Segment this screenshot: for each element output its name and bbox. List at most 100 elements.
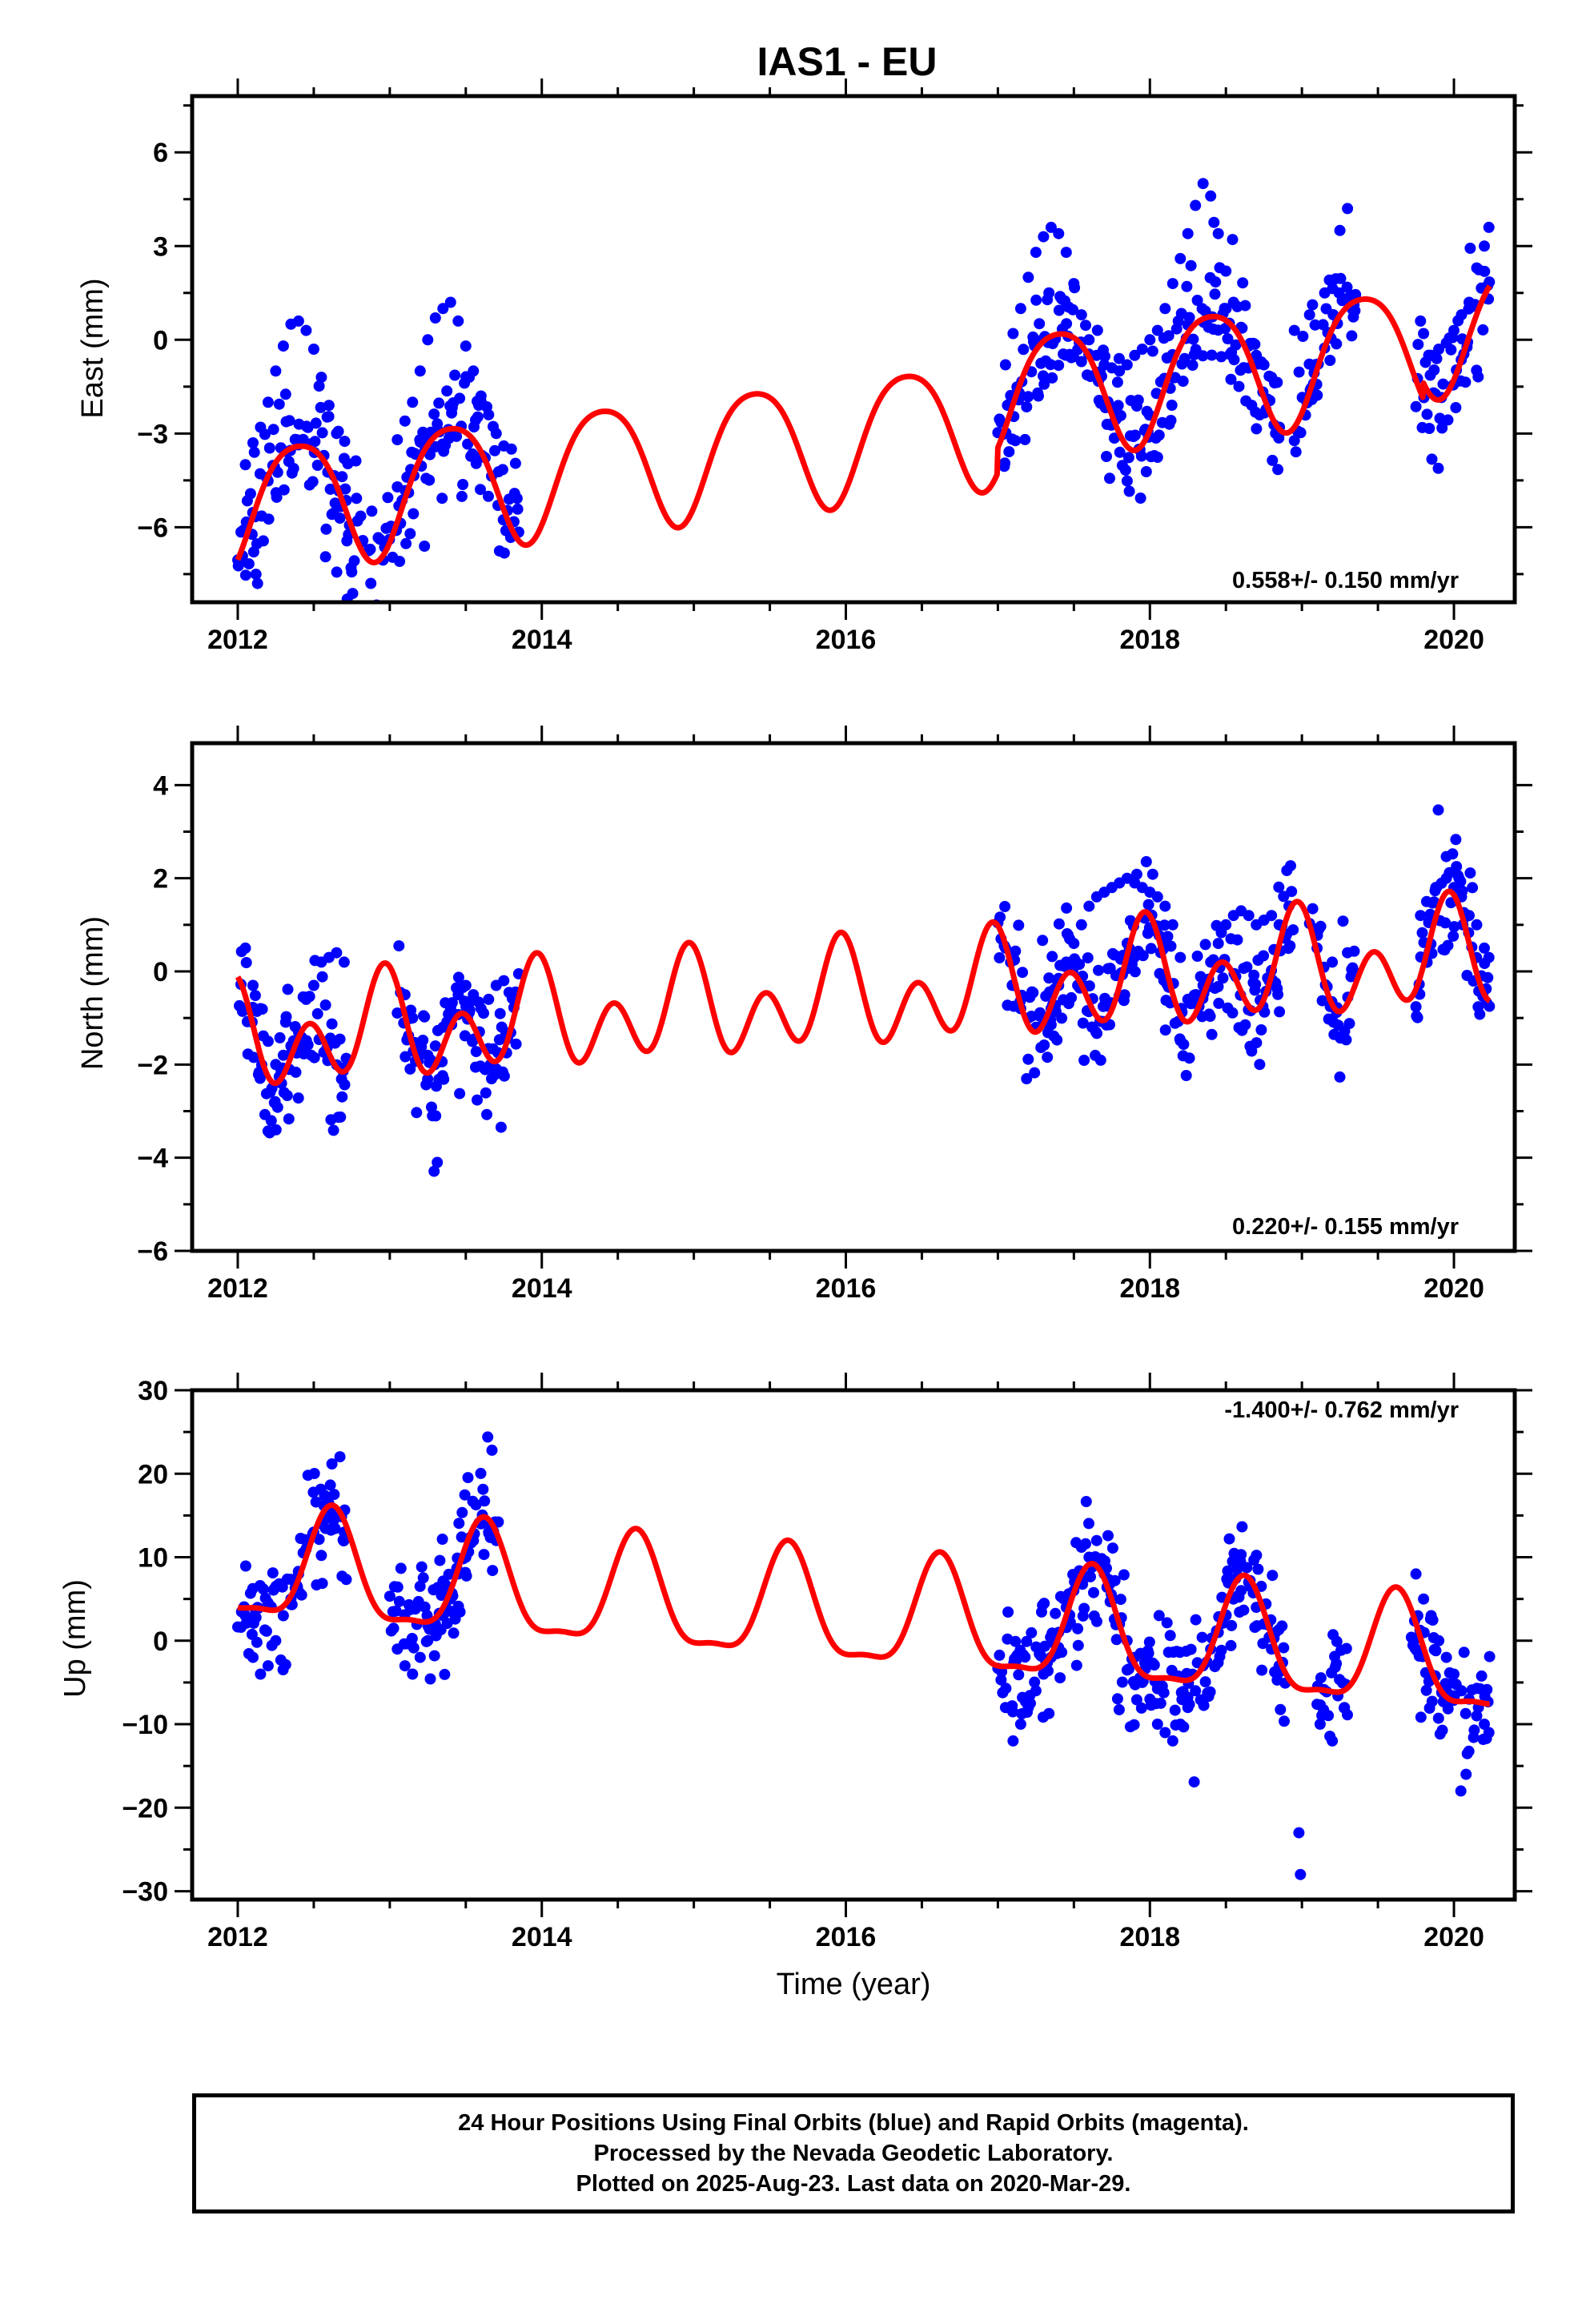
north-point bbox=[1206, 1028, 1218, 1040]
east-ytick-label: 3 bbox=[153, 231, 168, 262]
up-xtick-label: 2018 bbox=[1119, 1922, 1180, 1952]
east-point bbox=[324, 483, 336, 495]
up-point bbox=[1116, 1676, 1128, 1688]
up-point bbox=[243, 1648, 255, 1659]
up-point bbox=[1000, 1683, 1012, 1695]
east-point bbox=[1251, 423, 1263, 435]
up-point bbox=[414, 1651, 426, 1663]
east-point bbox=[456, 490, 468, 502]
east-point bbox=[1197, 178, 1209, 190]
up-point bbox=[416, 1561, 428, 1573]
east-point bbox=[270, 365, 282, 377]
east-point bbox=[1293, 366, 1305, 378]
east-xtick-label: 2014 bbox=[512, 625, 572, 655]
up-point bbox=[1460, 1707, 1472, 1719]
north-point bbox=[1118, 989, 1130, 1001]
east-point bbox=[1423, 423, 1435, 434]
east-point bbox=[307, 476, 319, 488]
up-point bbox=[460, 1570, 472, 1582]
north-point bbox=[1075, 919, 1087, 931]
north-point bbox=[302, 1039, 314, 1051]
east-point bbox=[339, 483, 351, 495]
up-point bbox=[1088, 1586, 1099, 1598]
north-point bbox=[1142, 899, 1154, 911]
north-point bbox=[1337, 915, 1349, 927]
north-point bbox=[257, 1030, 269, 1042]
east-point bbox=[1452, 315, 1464, 327]
east-point bbox=[244, 488, 256, 500]
up-point bbox=[279, 1659, 291, 1671]
east-point bbox=[1030, 294, 1042, 306]
up-point bbox=[1479, 1719, 1490, 1730]
up-point bbox=[1101, 1562, 1112, 1574]
up-point bbox=[414, 1580, 426, 1592]
up-point bbox=[316, 1578, 328, 1590]
north-point bbox=[270, 1124, 282, 1136]
up-point bbox=[251, 1636, 263, 1648]
north-ytick-label: 0 bbox=[153, 957, 168, 987]
up-point bbox=[334, 1451, 346, 1463]
north-point bbox=[430, 1110, 442, 1122]
east-point bbox=[315, 401, 327, 413]
east-point bbox=[1415, 315, 1427, 327]
north-point bbox=[247, 979, 259, 991]
north-point bbox=[1479, 958, 1491, 970]
up-ytick-label: −10 bbox=[122, 1710, 168, 1740]
north-point bbox=[1307, 903, 1319, 915]
up-model-curve bbox=[235, 1502, 1492, 1707]
north-point bbox=[422, 1073, 434, 1085]
north-point bbox=[1248, 969, 1260, 981]
east-marks bbox=[232, 178, 1496, 602]
north-point bbox=[1287, 924, 1299, 936]
up-point bbox=[1130, 1694, 1142, 1706]
north-panel: North (mm) 0.220+/- 0.155 mm/yr 2012 2014… bbox=[76, 726, 1532, 1304]
east-point bbox=[315, 372, 327, 384]
up-point bbox=[1226, 1619, 1238, 1631]
up-point bbox=[383, 1590, 396, 1602]
east-point bbox=[1273, 432, 1285, 444]
east-point bbox=[1484, 276, 1496, 288]
east-point bbox=[1212, 227, 1224, 239]
up-point bbox=[391, 1581, 404, 1593]
east-point bbox=[1177, 376, 1189, 387]
east-point bbox=[1255, 356, 1267, 368]
east-point bbox=[366, 505, 378, 517]
north-point bbox=[1064, 933, 1076, 945]
north-point bbox=[1212, 981, 1224, 992]
up-point bbox=[1039, 1640, 1050, 1652]
up-point bbox=[1471, 1710, 1483, 1722]
east-point bbox=[1129, 349, 1141, 361]
north-point bbox=[1010, 945, 1022, 957]
up-point bbox=[1022, 1707, 1033, 1718]
east-point bbox=[449, 369, 461, 381]
up-point bbox=[995, 1674, 1007, 1686]
north-point bbox=[309, 955, 321, 967]
up-point bbox=[428, 1650, 440, 1662]
up-point bbox=[1054, 1672, 1066, 1684]
east-point bbox=[407, 396, 419, 408]
east-point bbox=[263, 513, 275, 525]
up-point bbox=[277, 1610, 289, 1622]
east-point bbox=[1225, 373, 1237, 385]
east-point bbox=[1208, 216, 1220, 228]
up-point bbox=[1166, 1735, 1178, 1747]
east-point bbox=[1464, 243, 1476, 254]
north-point bbox=[1077, 1017, 1089, 1029]
up-point bbox=[1440, 1651, 1452, 1663]
east-point bbox=[1445, 344, 1457, 356]
north-point bbox=[1083, 900, 1095, 912]
up-point bbox=[299, 1534, 311, 1546]
east-point bbox=[1303, 309, 1315, 321]
up-point bbox=[1323, 1710, 1335, 1722]
north-point bbox=[1250, 979, 1262, 991]
up-point bbox=[1427, 1614, 1439, 1626]
north-point bbox=[391, 1007, 404, 1019]
north-point bbox=[1432, 804, 1444, 816]
east-xtick-label: 2020 bbox=[1423, 625, 1484, 655]
east-point bbox=[470, 457, 482, 469]
up-point bbox=[1450, 1679, 1462, 1691]
north-point bbox=[1159, 900, 1171, 912]
east-point bbox=[243, 558, 255, 570]
up-point bbox=[1072, 1622, 1084, 1634]
east-point bbox=[1080, 320, 1091, 332]
